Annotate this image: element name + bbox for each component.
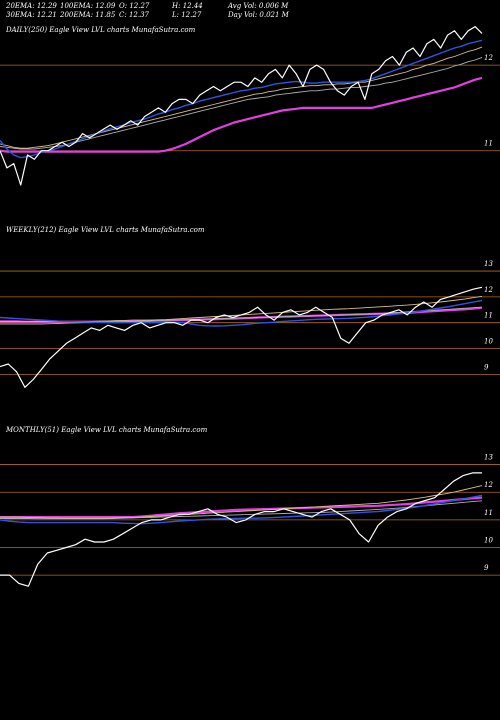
daily-ema-fast-line: [0, 39, 483, 159]
header-high: H: 12.44: [172, 2, 203, 10]
monthly-tick-label: 10: [484, 536, 493, 544]
header-day-vol: Day Vol: 0.021 M: [228, 11, 289, 19]
monthly-ema-slow-line: [0, 496, 483, 519]
header-ema100: 100EMA: 12.09: [60, 2, 116, 10]
weekly-tick-label: 13: [484, 260, 493, 268]
header-avg-vol: Avg Vol: 0.006 M: [228, 2, 289, 10]
header-close: C: 12.37: [119, 11, 149, 19]
weekly-panel-title: WEEKLY(212) Eagle View LVL charts Munafa…: [6, 226, 205, 234]
header-low: L: 12.27: [172, 11, 202, 19]
daily-tick-label: 12: [484, 54, 493, 62]
daily-ema-slow-line: [0, 76, 483, 153]
monthly-tick-label: 11: [484, 509, 493, 517]
weekly-price-line: [0, 286, 483, 388]
header-open: O: 12.27: [119, 2, 150, 10]
daily-panel-title: DAILY(250) Eagle View LVL charts MunafaS…: [6, 26, 196, 34]
header-ema200: 200EMA: 11.85: [60, 11, 116, 19]
monthly-tick-label: 9: [484, 564, 489, 572]
weekly-tick-label: 11: [484, 312, 493, 320]
monthly-tick-label: 13: [484, 454, 493, 462]
monthly-panel-title: MONTHLY(51) Eagle View LVL charts Munafa…: [6, 426, 208, 434]
header-ema30: 30EMA: 12.21: [6, 11, 57, 19]
weekly-tick-label: 10: [484, 338, 493, 346]
monthly-ema-mid1-line: [0, 485, 483, 519]
daily-ema-mid1-line: [0, 46, 483, 149]
monthly-price-line: [0, 472, 482, 587]
daily-ema-mid2-line: [0, 56, 483, 150]
monthly-ema-mid2-line: [0, 500, 483, 520]
daily-tick-label: 11: [484, 140, 493, 148]
weekly-tick-label: 9: [484, 363, 489, 371]
header-ema20: 20EMA: 12.29: [6, 2, 57, 10]
daily-price-line: [0, 26, 483, 186]
monthly-tick-label: 12: [484, 481, 493, 489]
monthly-ema-fast-line: [0, 494, 483, 525]
weekly-ema-fast-line: [0, 299, 483, 327]
weekly-tick-label: 12: [484, 286, 493, 294]
